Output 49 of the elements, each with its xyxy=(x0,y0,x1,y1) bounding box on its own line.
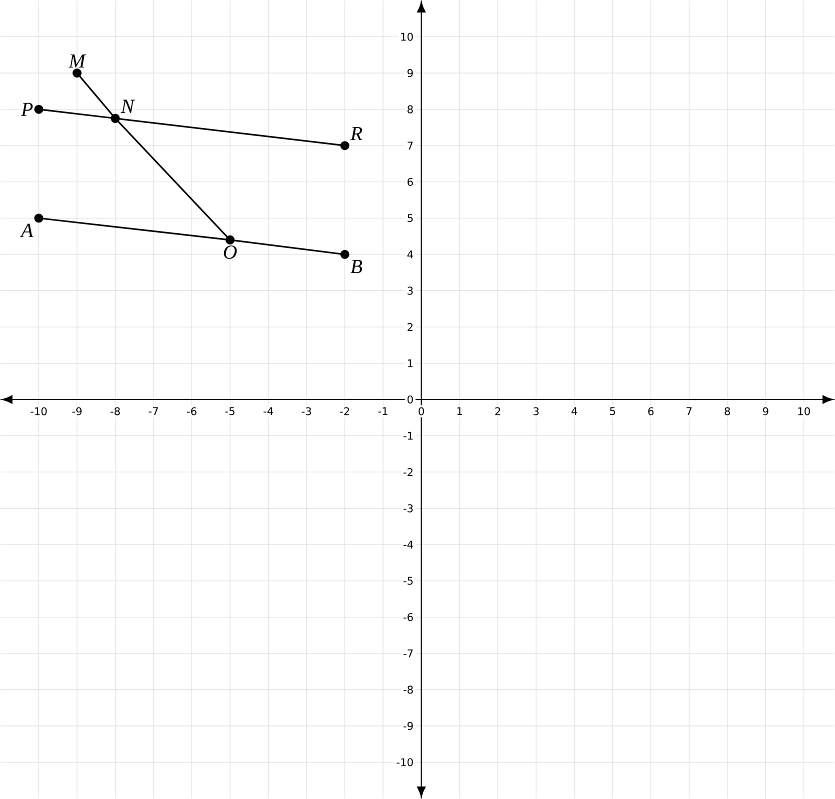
x-tick-label: -4 xyxy=(264,407,274,415)
y-tick-label: -9 xyxy=(404,722,413,730)
y-tick-label: 8 xyxy=(408,105,413,114)
y-tick-label: -2 xyxy=(404,468,413,476)
x-tick-label: -8 xyxy=(110,407,120,416)
annotation: P xyxy=(20,102,33,116)
y-tick-label: 0 xyxy=(408,395,413,404)
annotation: B xyxy=(350,260,362,274)
y-tick-label: -1 xyxy=(404,432,413,440)
x-tick-label: -7 xyxy=(148,407,158,415)
y-tick-label: -7 xyxy=(404,650,413,658)
annotation: M xyxy=(68,54,86,68)
annotation: N xyxy=(120,100,136,113)
x-tick-label: -5 xyxy=(225,407,234,416)
x-tick-label: 0 xyxy=(418,407,424,416)
y-tick-label: 3 xyxy=(408,286,413,295)
y-tick-label: 5 xyxy=(408,214,413,222)
y-tick-label: 7 xyxy=(408,142,413,150)
annotation: A xyxy=(20,224,34,237)
y-tick-label: -10 xyxy=(396,758,413,766)
y-tick-label: 4 xyxy=(407,250,413,258)
y-tick-label: 6 xyxy=(408,178,413,186)
x-tick-label: -6 xyxy=(187,407,196,416)
y-tick-label: 1 xyxy=(408,359,413,368)
y-tick-label: 2 xyxy=(408,323,413,331)
x-tick-label: 5 xyxy=(610,407,616,416)
x-tick-label: -2 xyxy=(340,407,350,416)
x-tick-label: -3 xyxy=(302,407,312,416)
x-tick-label: 7 xyxy=(686,407,692,415)
annotation: O xyxy=(224,245,237,259)
y-tick-label: -4 xyxy=(404,540,413,548)
y-tick-label: -5 xyxy=(404,576,413,585)
y-tick-label: -3 xyxy=(404,504,413,512)
x-tick-label: 3 xyxy=(534,407,539,416)
x-tick-label: 6 xyxy=(648,407,654,416)
x-tick-label: -1 xyxy=(378,407,388,415)
x-tick-label: 10 xyxy=(798,407,810,416)
x-tick-label: -9 xyxy=(72,407,82,416)
y-tick-label: 9 xyxy=(407,69,413,78)
y-tick-label: -8 xyxy=(404,686,413,694)
annotation: R xyxy=(350,126,362,140)
x-tick-label: 8 xyxy=(724,407,730,416)
x-tick-label: 1 xyxy=(457,407,462,415)
y-tick-label: 10 xyxy=(401,32,413,41)
y-tick-label: -6 xyxy=(404,613,413,622)
x-tick-label: 4 xyxy=(571,407,578,415)
x-tick-label: 2 xyxy=(495,407,500,416)
x-tick-label: -10 xyxy=(30,407,47,416)
x-tick-label: 9 xyxy=(762,407,768,416)
